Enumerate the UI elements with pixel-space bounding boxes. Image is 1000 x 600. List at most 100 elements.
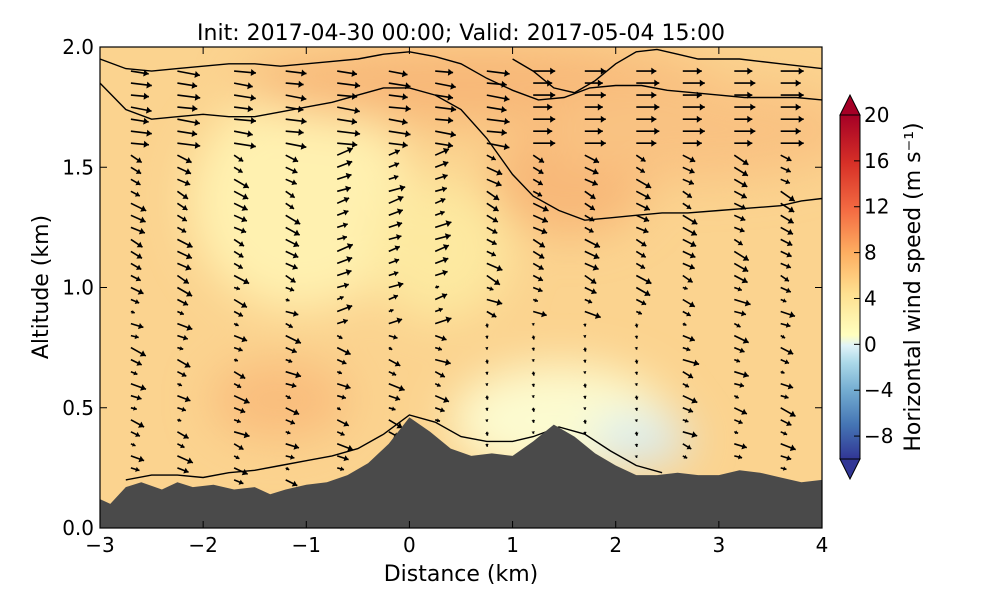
- wind-vector-head: [297, 105, 304, 113]
- wind-vector-head: [181, 371, 187, 377]
- wind-vector-head: [396, 234, 402, 241]
- wind-vector-head: [179, 310, 184, 316]
- wind-vector-head: [294, 218, 301, 225]
- y-tick-label: 0.0: [62, 516, 94, 540]
- wind-vector-head: [186, 241, 193, 248]
- wind-vector-head: [247, 82, 253, 90]
- wind-vector-head: [243, 278, 250, 285]
- wind-vector-head: [644, 290, 651, 296]
- wind-vector-head: [401, 70, 408, 78]
- wind-vector-head: [583, 323, 587, 327]
- wind-vector-head: [247, 105, 253, 113]
- wind-vector-head: [651, 115, 657, 123]
- wind-vector-head: [634, 419, 638, 422]
- wind-vector-head: [787, 348, 794, 355]
- wind-vector-head: [443, 396, 449, 403]
- wind-vector-head: [583, 431, 587, 435]
- wind-vector-head: [398, 385, 405, 392]
- wind-vector-head: [182, 204, 188, 210]
- wind-vector-head: [485, 383, 489, 386]
- wind-vector-head: [132, 442, 136, 447]
- wind-vector-head: [597, 79, 603, 87]
- wind-vector-head: [178, 382, 182, 387]
- wind-vector-head: [183, 433, 189, 439]
- x-axis-ticks: −3 −2 −1 0 1 2 3 4: [85, 47, 828, 557]
- wind-vector-head: [587, 298, 593, 304]
- wind-vector-head: [441, 293, 448, 300]
- wind-vector-head: [137, 288, 144, 295]
- wind-vector-head: [501, 106, 507, 113]
- wind-vector-head: [298, 128, 304, 136]
- wind-vector-head: [292, 156, 299, 163]
- wind-vector-head: [589, 204, 595, 210]
- wind-vector-head: [139, 350, 146, 357]
- wind-vector-head: [396, 422, 403, 429]
- wind-vector-head: [394, 245, 400, 252]
- colorbar-body: [839, 114, 861, 460]
- wind-vector-head: [485, 407, 489, 411]
- wind-vector-head: [781, 334, 786, 339]
- wind-vector-head: [787, 228, 793, 235]
- wind-vector-head: [736, 358, 740, 363]
- wind-vector-head: [687, 277, 693, 283]
- wind-vector-head: [396, 317, 403, 324]
- wind-vector-head: [345, 185, 351, 193]
- wind-vector-head: [241, 216, 247, 223]
- wind-vector-head: [634, 383, 638, 386]
- wind-vector-head: [641, 300, 647, 306]
- wind-vector-head: [243, 397, 250, 404]
- wind-vector-head: [343, 197, 350, 203]
- wind-vector-head: [183, 278, 189, 284]
- wind-vector-head: [737, 240, 743, 246]
- wind-vector-head: [341, 394, 346, 400]
- wind-vector-head: [396, 208, 403, 215]
- wind-vector-head: [238, 479, 244, 485]
- wind-vector-head: [651, 139, 657, 147]
- wind-vector-head: [289, 286, 295, 292]
- wind-vector-head: [538, 253, 545, 259]
- wind-vector-head: [537, 191, 542, 197]
- wind-vector-head: [184, 395, 191, 403]
- wind-vector-head: [289, 192, 295, 198]
- contour-line-4: [512, 48, 822, 94]
- wind-vector-head: [742, 159, 749, 165]
- wind-vector-head: [798, 91, 804, 99]
- wind-vector-head: [181, 216, 187, 222]
- wind-vector-head: [583, 420, 587, 424]
- wind-vector-head: [182, 300, 188, 306]
- x-tick-label: 2: [609, 533, 622, 557]
- wind-vector-head: [782, 298, 787, 303]
- wind-vector-head: [550, 67, 556, 75]
- wind-vector-head: [785, 167, 791, 173]
- wind-vector-head: [393, 174, 399, 181]
- wind-vector-head: [787, 383, 794, 390]
- wind-vector-head: [531, 395, 535, 398]
- wind-vector-head: [179, 346, 184, 351]
- wind-vector-head: [747, 67, 753, 75]
- wind-vector-head: [445, 220, 452, 227]
- wind-vector-head: [138, 455, 145, 463]
- wind-vector-head: [531, 372, 536, 376]
- wind-vector-head: [531, 383, 536, 387]
- wind-vector-head: [241, 204, 248, 211]
- wind-vector-head: [143, 92, 149, 100]
- wind-vector-head: [442, 148, 449, 155]
- wind-vector-head: [786, 155, 792, 162]
- wind-vector-head: [340, 466, 344, 472]
- wind-vector-head: [654, 79, 660, 87]
- wind-vector-head: [640, 264, 645, 269]
- wind-vector-head: [798, 115, 804, 123]
- wind-vector-head: [689, 263, 695, 270]
- wind-vector-head: [634, 360, 639, 364]
- wind-vector-head: [583, 395, 587, 399]
- wind-vector-head: [290, 419, 295, 425]
- wind-vector-head: [491, 239, 497, 246]
- wind-vector-head: [696, 115, 702, 123]
- wind-vector-head: [538, 168, 544, 174]
- x-tick-label: 4: [816, 533, 829, 557]
- wind-vector-head: [250, 69, 256, 76]
- wind-vector-head: [686, 204, 692, 209]
- wind-vector-head: [185, 157, 192, 164]
- wind-vector-head: [346, 243, 353, 250]
- wind-vector-head: [640, 156, 646, 162]
